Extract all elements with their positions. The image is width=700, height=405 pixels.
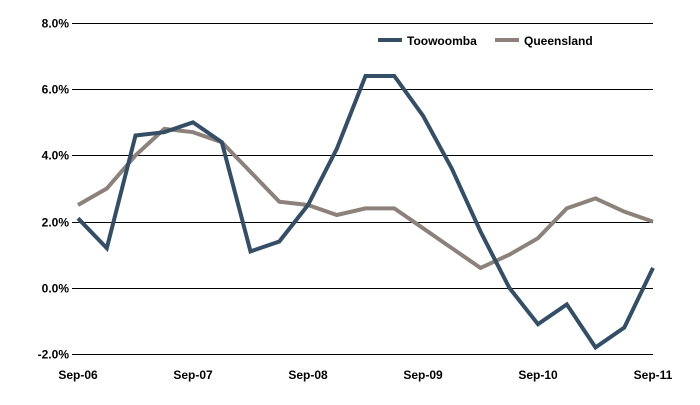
legend-label: Toowoomba — [407, 34, 477, 48]
x-tick-label: Sep-09 — [403, 368, 443, 382]
y-tick-label: 4.0% — [42, 149, 70, 163]
y-tick-label: -2.0% — [38, 348, 70, 362]
x-tick-label: Sep-11 — [634, 368, 673, 382]
gridlines — [72, 23, 653, 355]
legend-label: Queensland — [524, 34, 593, 48]
y-tick-label: 6.0% — [42, 83, 70, 97]
series-line-toowoomba — [76, 74, 655, 351]
x-tick-label: Sep-10 — [518, 368, 558, 382]
legend: Toowoomba Queensland — [378, 34, 593, 48]
y-tick-label: 2.0% — [42, 216, 70, 230]
x-tick-label: Sep-06 — [58, 368, 98, 382]
x-axis-ticks: Sep-06 Sep-07 Sep-08 Sep-09 Sep-10 Sep-11 — [58, 368, 672, 382]
x-tick-label: Sep-08 — [288, 368, 328, 382]
series-lines — [76, 74, 655, 351]
x-tick-label: Sep-07 — [173, 368, 213, 382]
y-tick-label: 0.0% — [42, 282, 70, 296]
y-tick-label: 8.0% — [42, 17, 70, 31]
y-axis-ticks: -2.0% 0.0% 2.0% 4.0% 6.0% 8.0% — [38, 17, 70, 362]
series-line-queensland — [77, 126, 654, 271]
